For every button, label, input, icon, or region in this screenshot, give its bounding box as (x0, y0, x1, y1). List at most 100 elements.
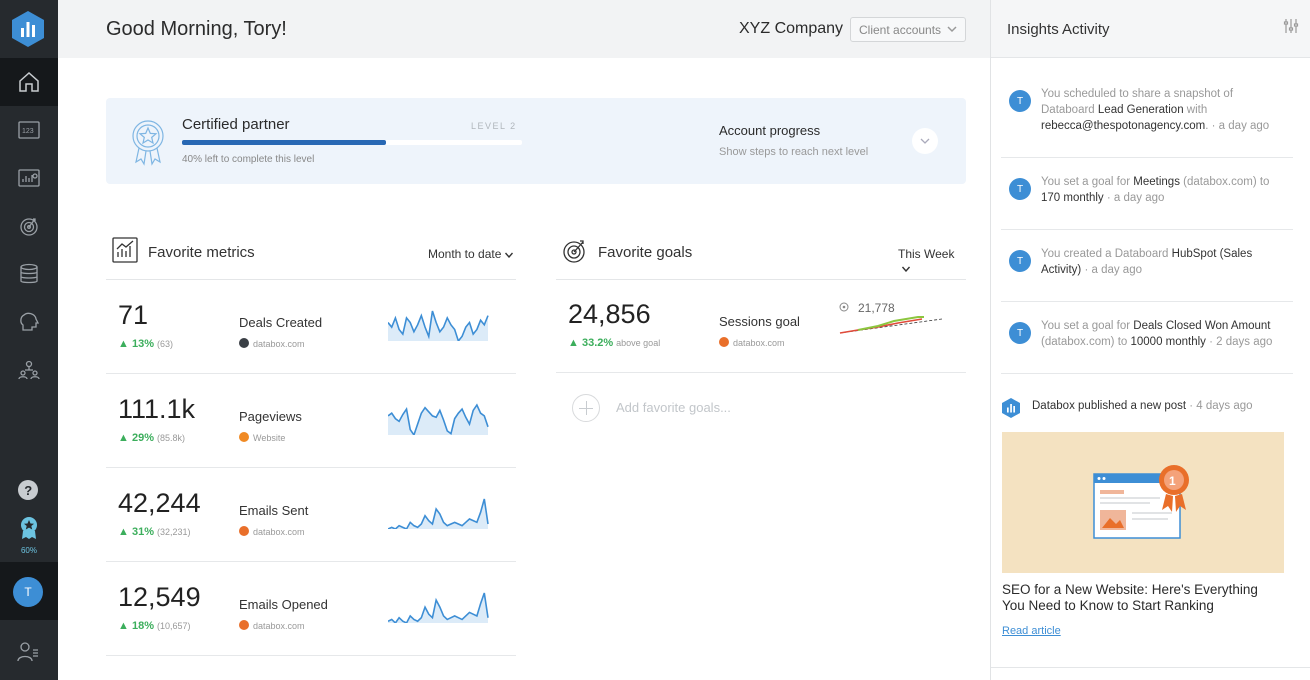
metric-source: databox.com (239, 526, 305, 537)
sparkline-line (388, 498, 489, 531)
client-accounts-label: Client accounts (859, 23, 942, 37)
metric-sparkline (388, 592, 494, 626)
goal-change-value: 33.2% (581, 337, 614, 349)
sparkline-line (388, 592, 489, 625)
user-menu[interactable]: T (0, 562, 58, 620)
favorite-metrics-title: Favorite metrics (148, 244, 255, 261)
favorite-goals-title: Favorite goals (598, 244, 693, 261)
metric-value: 71 (118, 300, 149, 330)
metric-source-label: databox.com (253, 527, 305, 537)
nav-home[interactable] (0, 58, 62, 106)
metric-name: Deals Created (239, 315, 323, 330)
read-article-link[interactable]: Read article (1002, 625, 1061, 637)
metric-sparkline (388, 498, 494, 532)
goal-source: databox.com (719, 337, 785, 348)
activity-text-part: · 2 days ago (1209, 336, 1273, 348)
brain-icon (20, 312, 40, 331)
partner-progress-label: 60% (20, 546, 37, 555)
metric-value: 111.1k (118, 394, 196, 424)
panel-bottom-divider (991, 667, 1310, 668)
metric-row[interactable]: 42,244 ▲ 31% (32,231) Emails Sent databox… (106, 468, 516, 562)
certification-level: LEVEL 2 (471, 121, 517, 131)
activity-text-part: 170 monthly (1041, 192, 1104, 204)
activity-text-part: Meetings (1133, 176, 1180, 188)
settings-sliders-icon[interactable] (1283, 18, 1299, 34)
sparkline-area (388, 499, 488, 532)
account-progress-link[interactable]: Show steps to reach next level (719, 146, 869, 158)
expand-progress-button[interactable] (912, 128, 938, 154)
activity-text-part: Deals Closed Won Amount (1133, 320, 1271, 332)
goal-change-note: above goal (616, 338, 661, 348)
greeting-title: Good Morning, Tory! (106, 18, 287, 40)
nav-datasources[interactable] (0, 250, 58, 298)
user-avatar[interactable]: T (13, 577, 43, 607)
svg-text:123: 123 (22, 128, 34, 135)
hubspot-icon (719, 337, 729, 347)
activity-item[interactable]: T You created a Databoard HubSpot (Sales… (1001, 230, 1293, 302)
favorite-goals-header: Favorite goals This Week (556, 234, 966, 274)
metric-source-label: Website (253, 433, 286, 443)
metric-change: ▲ 29% (85.8k) (118, 432, 185, 444)
sparkline-area (388, 593, 488, 626)
metrics-chart-icon (112, 237, 138, 263)
article-title[interactable]: SEO for a New Website: Here's Everything… (1002, 582, 1258, 613)
sparkline-line (388, 310, 489, 343)
published-post-text: Databox published a new post · 4 days ag… (1032, 400, 1253, 412)
article-illustration: 1 (1093, 465, 1189, 539)
source-logo-icon (239, 526, 249, 536)
goals-period-dropdown[interactable]: This Week (898, 247, 966, 275)
activity-item[interactable]: T You set a goal for Deals Closed Won Am… (1001, 302, 1293, 374)
activity-item[interactable]: T You scheduled to share a snapshot of D… (1001, 70, 1293, 158)
activity-text-part: You set a goal for (1041, 320, 1134, 332)
activity-text-part: (databox.com) to (1179, 176, 1270, 188)
published-ago: · 4 days ago (1186, 400, 1253, 412)
activity-avatar: T (1009, 322, 1031, 344)
certification-card: Certified partner LEVEL 2 40% left to co… (106, 98, 966, 184)
activity-text-part: rebecca@thespotonagency.com (1041, 120, 1206, 132)
metric-row[interactable]: 12,549 ▲ 18% (10,657) Emails Opened datab… (106, 562, 516, 656)
activity-text-part: · a day ago (1211, 120, 1270, 132)
nav-team[interactable] (0, 346, 58, 394)
metric-previous-value: (63) (156, 339, 173, 349)
sparkline-baseline-mask (388, 529, 494, 532)
user-settings-icon[interactable] (16, 640, 40, 664)
activity-text: You created a Databoard HubSpot (Sales A… (1041, 246, 1289, 278)
sparkline-baseline-mask (388, 623, 494, 626)
sparkline-baseline-mask (388, 435, 494, 438)
metric-change: ▲ 18% (10,657) (118, 620, 191, 632)
activity-text-part: · a day ago (1106, 192, 1165, 204)
goal-row[interactable]: 24,856 ▲ 33.2% above goal Sessions goal d… (556, 279, 966, 373)
nav-dashboards[interactable] (0, 154, 58, 202)
partner-badge[interactable]: 60% (0, 516, 58, 558)
goal-sparkline (839, 302, 942, 334)
source-logo-icon (239, 432, 249, 442)
metric-value: 12,549 (118, 582, 201, 612)
metrics-period-dropdown[interactable]: Month to date (428, 247, 514, 261)
certification-title: Certified partner (182, 116, 290, 133)
main-content: Certified partner LEVEL 2 40% left to co… (58, 58, 990, 680)
client-accounts-dropdown[interactable]: Client accounts (850, 17, 966, 42)
metric-source: databox.com (239, 620, 305, 631)
activity-text-part: 10000 monthly (1130, 336, 1206, 348)
nav-insights[interactable] (0, 298, 58, 346)
nav-numbers[interactable]: 123 (0, 106, 58, 154)
goal-name: Sessions goal (719, 314, 800, 329)
published-author: Databox published a new post (1032, 400, 1187, 412)
metric-row[interactable]: 71 ▲ 13% (63) Deals Created databox.com (106, 280, 516, 374)
metric-row[interactable]: 111.1k ▲ 29% (85.8k) Pageviews Website (106, 374, 516, 468)
nav-goals[interactable] (0, 202, 58, 250)
databox-logo-icon[interactable] (12, 11, 44, 47)
article-image[interactable]: 1 (1002, 432, 1284, 573)
help-icon[interactable]: ? (18, 480, 38, 500)
metric-name: Emails Sent (239, 503, 309, 518)
activity-text: You scheduled to share a snapshot of Dat… (1041, 86, 1289, 134)
activity-text-part: You set a goal for (1041, 176, 1134, 188)
activity-avatar: T (1009, 90, 1031, 112)
add-favorite-goal-button[interactable]: Add favorite goals... (572, 394, 872, 422)
metric-change-value: 31% (131, 526, 154, 538)
chevron-down-icon (920, 138, 930, 144)
activity-text: You set a goal for Deals Closed Won Amou… (1041, 318, 1289, 350)
sparkline-area (388, 405, 488, 438)
activity-item[interactable]: T You set a goal for Meetings (databox.c… (1001, 158, 1293, 230)
certificate-ribbon-icon (132, 120, 164, 166)
